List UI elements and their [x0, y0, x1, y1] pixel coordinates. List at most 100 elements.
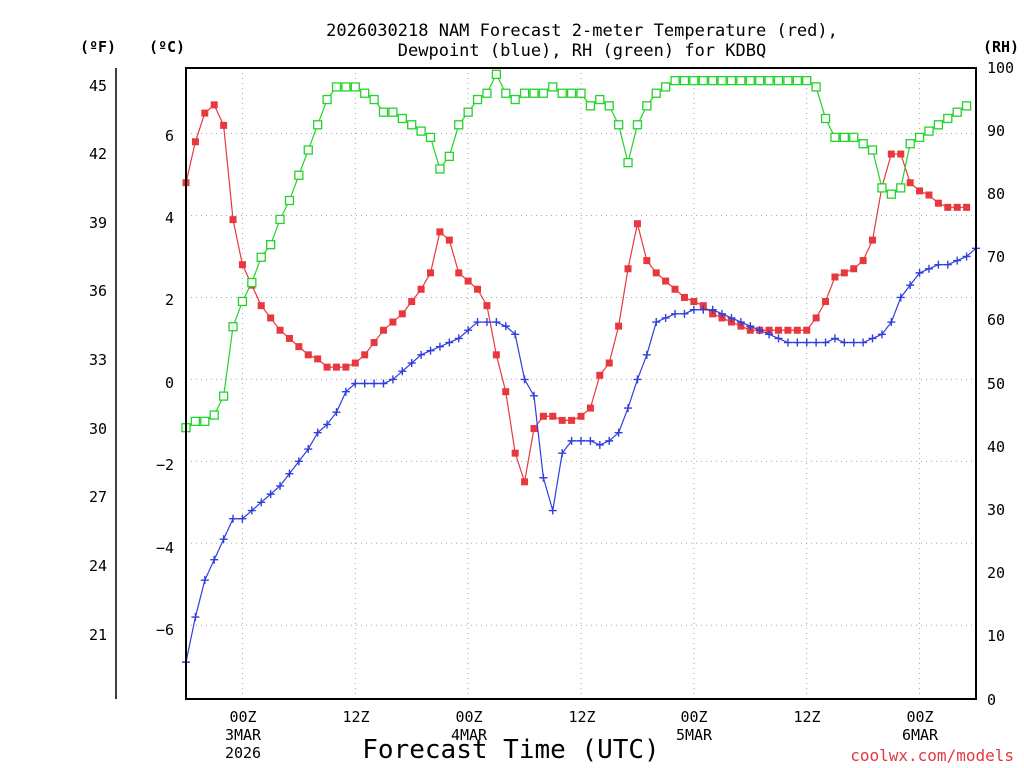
rh-point	[265, 240, 276, 250]
rh-point	[529, 88, 539, 98]
temperature-point	[680, 293, 688, 301]
temperature-point	[727, 318, 735, 326]
temperature-point	[549, 412, 557, 420]
temperature-point	[577, 412, 585, 420]
dewpoint-point	[558, 449, 567, 458]
rh-point	[576, 88, 586, 98]
f-tick-36: 36	[89, 282, 107, 300]
rh-point	[472, 94, 483, 105]
dewpoint-point	[661, 313, 670, 322]
temperature-point	[615, 322, 623, 330]
dewpoint-point	[689, 305, 698, 314]
dewpoint-point	[746, 322, 755, 331]
dewpoint-point	[765, 330, 774, 339]
dewpoint-point	[896, 293, 905, 302]
dewpoint-point	[238, 514, 247, 523]
rh-point	[369, 94, 379, 105]
dewpoint-point	[595, 440, 604, 449]
temperature-point	[586, 404, 594, 412]
temperature-point	[624, 265, 632, 273]
temperature-point	[803, 326, 811, 334]
temperature-point	[201, 109, 209, 117]
rh-point	[651, 88, 661, 98]
rh-point	[642, 101, 652, 111]
rh-point	[200, 416, 210, 427]
dewpoint-point	[276, 481, 285, 490]
c-tick-minus4: −4	[156, 539, 174, 557]
x-axis-label: Forecast Time (UTC)	[362, 735, 659, 765]
dewpoint-point	[247, 506, 256, 515]
chart-title-line-2: Dewpoint (blue), RH (green) for KDBQ	[398, 41, 766, 61]
rh-point	[604, 101, 614, 111]
temperature-point	[417, 285, 425, 293]
rh-point	[924, 126, 934, 136]
rh-tick-50: 50	[987, 375, 1005, 393]
temperature-point	[314, 355, 322, 363]
rh-point	[623, 157, 633, 168]
temperature-point	[323, 363, 331, 371]
dewpoint-point	[699, 305, 708, 314]
rh-point	[830, 132, 840, 143]
dewpoint-point	[755, 326, 764, 335]
rh-tick-labels: 100 90 80 70 60 50 40 30 20 10 0	[987, 59, 1014, 709]
dewpoint-point	[577, 436, 585, 445]
temperature-point	[953, 203, 961, 211]
temperature-point	[220, 121, 228, 129]
temperature-point	[633, 220, 641, 228]
dewpoint-point	[351, 379, 360, 388]
dewpoint-point	[332, 408, 341, 417]
rh-point	[877, 183, 887, 193]
rh-tick-80: 80	[987, 185, 1005, 203]
credit-link[interactable]: coolwx.com/models	[850, 746, 1014, 765]
rh-point	[896, 183, 906, 193]
rh-point	[237, 296, 248, 307]
dewpoint-point	[586, 436, 595, 445]
rh-point	[331, 82, 342, 92]
rh-point	[313, 120, 323, 130]
x-tick-labels: 00Z 3MAR 2026 12Z 00Z 4MAR 12Z 00Z 5MAR …	[225, 708, 939, 762]
dewpoint-point	[736, 318, 745, 327]
f-tick-39: 39	[89, 214, 107, 232]
dewpoint-point	[435, 342, 444, 351]
f-tick-30: 30	[89, 420, 107, 438]
temperature-point	[257, 302, 265, 310]
temperature-point	[210, 101, 218, 109]
temperature-point	[408, 298, 416, 306]
rh-point	[360, 88, 370, 98]
c-tick-4: 4	[165, 209, 174, 227]
temperature-point	[530, 425, 538, 433]
temperature-point	[831, 273, 839, 281]
dewpoint-point	[802, 338, 811, 347]
dewpoint-point	[727, 313, 736, 322]
temperature-point	[793, 326, 801, 334]
rh-point	[867, 145, 878, 155]
dewpoint-point	[492, 318, 501, 327]
temperature-point	[897, 150, 905, 158]
dewpoint-point	[191, 613, 200, 622]
rh-tick-20: 20	[987, 564, 1005, 582]
rh-point	[538, 88, 549, 98]
temperature-point	[690, 298, 698, 306]
dewpoint-point	[341, 387, 350, 396]
temperature-point	[370, 339, 378, 347]
temperature-point	[502, 388, 510, 396]
temperature-point	[492, 351, 500, 359]
rh-point	[341, 82, 351, 92]
dewpoint-point	[887, 318, 896, 327]
rh-point	[303, 145, 313, 155]
dewpoint-point	[708, 305, 717, 314]
dewpoint-point	[520, 375, 529, 384]
temperature-point	[389, 318, 397, 326]
rh-point	[783, 75, 793, 86]
temperature-point	[342, 363, 350, 371]
rh-point	[961, 101, 972, 111]
dewpoint-point	[210, 555, 219, 564]
rh-point	[256, 252, 266, 262]
f-tick-33: 33	[89, 351, 107, 369]
temperature-point	[238, 261, 246, 269]
x-tick-label: 4MAR	[451, 726, 488, 744]
rh-point	[764, 75, 774, 86]
dewpoint-point	[877, 330, 886, 339]
temperature-point	[869, 236, 877, 244]
fahrenheit-unit-label: (ºF)	[80, 38, 116, 56]
